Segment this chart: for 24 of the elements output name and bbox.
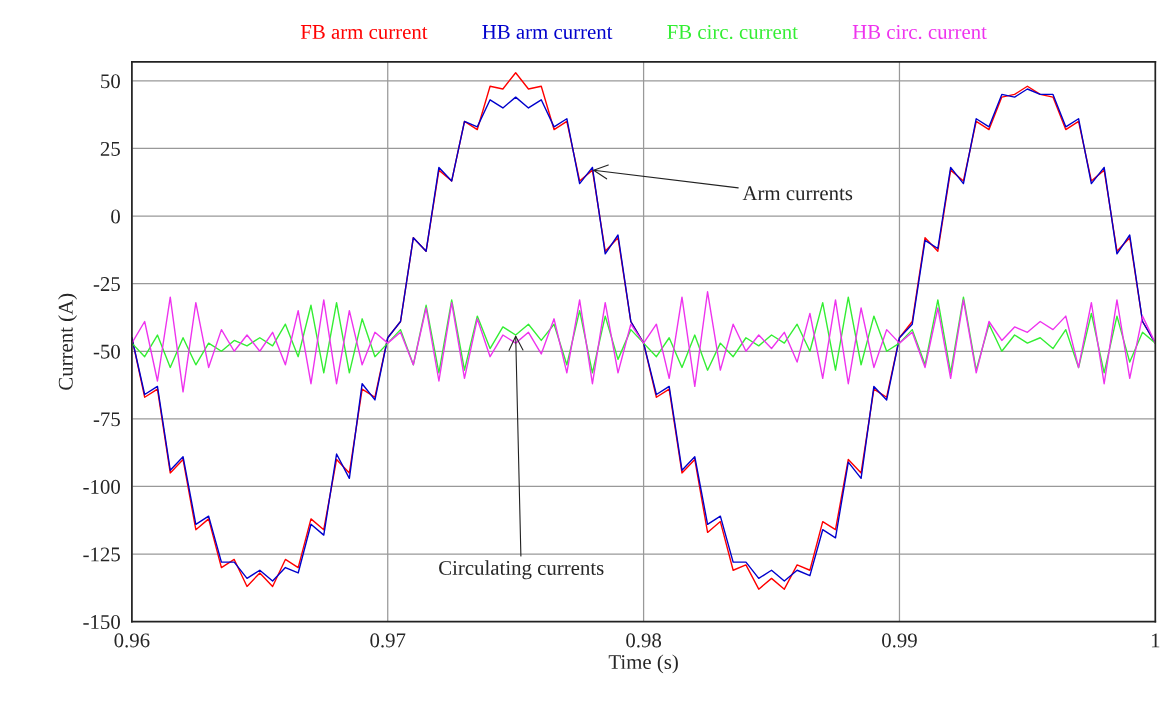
x-axis-title: Time (s) [608, 654, 678, 674]
x-tick-label: 0.98 [626, 633, 662, 648]
y-tick-label: -125 [83, 547, 120, 562]
line-series [131, 291, 1156, 393]
y-tick-label: 25 [100, 141, 120, 156]
annotation: Circulating currents [439, 560, 604, 580]
y-tick-label: -75 [93, 412, 120, 427]
y-tick-label: -50 [93, 344, 120, 359]
x-tick-label: 0.97 [370, 633, 406, 648]
y-tick-label: -100 [83, 479, 120, 494]
x-tick-label: 1 [1151, 633, 1160, 648]
annotation: Arm currents [742, 186, 853, 201]
y-tick-label: 50 [101, 74, 120, 89]
text: FB circ. current [667, 24, 798, 40]
line-series [131, 296, 1156, 374]
x-tick-label: 0.96 [114, 633, 150, 648]
text: FB arm current [300, 25, 428, 39]
y-tick-label: -25 [93, 277, 120, 292]
y-tick-label: -150 [83, 615, 120, 630]
y-axis-title: Current (A) [58, 293, 78, 390]
y-tick-label: 0 [111, 209, 120, 224]
text: HB arm current [482, 25, 613, 39]
x-tick-label: 0.99 [882, 633, 917, 648]
text: HB circ. current [852, 24, 987, 40]
